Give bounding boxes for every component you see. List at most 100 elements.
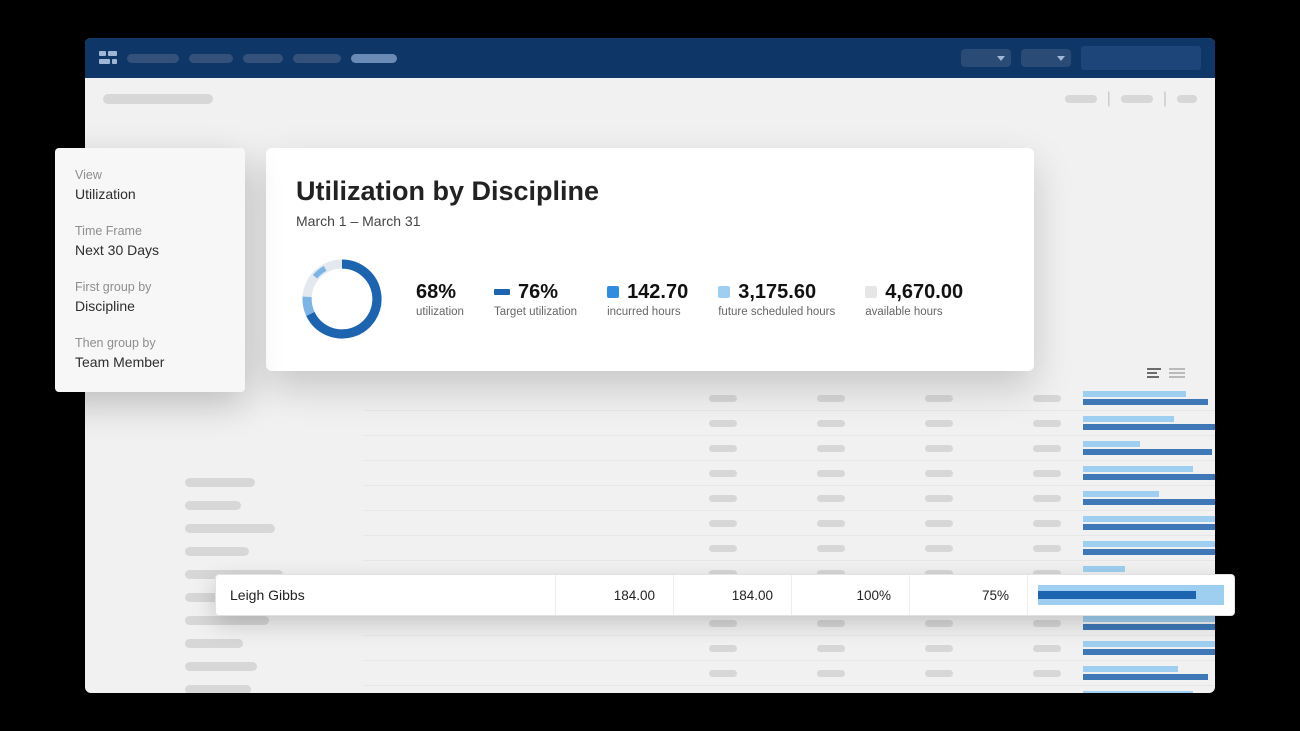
setting-view[interactable]: View Utilization	[75, 168, 225, 202]
row-bar-chart	[1083, 441, 1215, 455]
sidebar-item-placeholder[interactable]	[185, 524, 275, 533]
row-value-placeholder	[925, 470, 953, 477]
bar-view-icon[interactable]	[1147, 366, 1163, 378]
setting-value: Discipline	[75, 298, 225, 314]
action-placeholder[interactable]	[1065, 95, 1097, 103]
row-value-placeholder	[817, 395, 845, 402]
report-settings-panel: View Utilization Time Frame Next 30 Days…	[55, 148, 245, 392]
row-value-placeholder	[709, 520, 737, 527]
report-date-range: March 1 – March 31	[296, 213, 1004, 229]
sidebar-item-placeholder[interactable]	[185, 501, 241, 510]
row-value-placeholder	[1033, 645, 1061, 652]
setting-then-group[interactable]: Then group by Team Member	[75, 336, 225, 370]
metric-label: available hours	[865, 306, 963, 318]
row-value-placeholder	[709, 670, 737, 677]
table-row[interactable]	[363, 661, 1215, 686]
metric-value: 3,175.60	[718, 281, 835, 303]
row-value-placeholder	[817, 620, 845, 627]
action-placeholder[interactable]	[1121, 95, 1153, 103]
utilization-donut-chart	[296, 253, 388, 345]
metric-0: 68%utilization	[416, 281, 464, 318]
sidebar-item-placeholder[interactable]	[185, 685, 251, 693]
setting-value: Utilization	[75, 186, 225, 202]
row-value-placeholder	[709, 470, 737, 477]
app-logo-icon	[99, 51, 117, 65]
metric-label: utilization	[416, 306, 464, 318]
row-value-placeholder	[817, 545, 845, 552]
nav-item-active[interactable]	[351, 54, 397, 63]
row-value-placeholder	[709, 495, 737, 502]
row-bar-chart	[1083, 491, 1215, 505]
row-bar-chart	[1083, 416, 1215, 430]
metric-4: 4,670.00available hours	[865, 281, 963, 318]
nav-item[interactable]	[293, 54, 341, 63]
topbar-dropdown[interactable]	[1021, 49, 1071, 67]
sidebar-item-placeholder[interactable]	[185, 478, 255, 487]
sidebar-item-placeholder[interactable]	[185, 662, 257, 671]
table-row[interactable]	[363, 486, 1215, 511]
row-value-placeholder	[817, 520, 845, 527]
nav-item[interactable]	[127, 54, 179, 63]
row-value-placeholder	[709, 620, 737, 627]
metric-label: incurred hours	[607, 306, 688, 318]
row-value-placeholder	[925, 445, 953, 452]
row-value-placeholder	[925, 645, 953, 652]
row-bar-chart	[1083, 516, 1215, 530]
row-value-placeholder	[925, 545, 953, 552]
row-value-placeholder	[1033, 420, 1061, 427]
page-subheader: | |	[85, 78, 1215, 120]
setting-label: View	[75, 168, 225, 182]
setting-first-group[interactable]: First group by Discipline	[75, 280, 225, 314]
metric-1: 76%Target utilization	[494, 281, 577, 318]
sidebar-item-placeholder[interactable]	[185, 616, 269, 625]
row-value-placeholder	[709, 420, 737, 427]
table-row[interactable]	[363, 536, 1215, 561]
row-bar-chart	[1083, 616, 1215, 630]
action-placeholder[interactable]	[1177, 95, 1197, 103]
row-value-placeholder	[925, 620, 953, 627]
row-value-placeholder	[817, 445, 845, 452]
member-col4: 75%	[910, 575, 1028, 615]
table-row[interactable]	[363, 411, 1215, 436]
setting-value: Next 30 Days	[75, 242, 225, 258]
metric-label: Target utilization	[494, 306, 577, 318]
table-row[interactable]	[363, 461, 1215, 486]
row-value-placeholder	[817, 420, 845, 427]
member-col1: 184.00	[556, 575, 674, 615]
row-value-placeholder	[709, 545, 737, 552]
table-row[interactable]	[363, 386, 1215, 411]
row-bar-chart	[1083, 391, 1215, 405]
metric-swatch	[865, 286, 877, 298]
report-title: Utilization by Discipline	[296, 176, 1004, 207]
row-value-placeholder	[1033, 670, 1061, 677]
row-value-placeholder	[1033, 620, 1061, 627]
row-value-placeholder	[925, 420, 953, 427]
row-value-placeholder	[1033, 495, 1061, 502]
sidebar-item-placeholder[interactable]	[185, 639, 243, 648]
list-view-icon[interactable]	[1169, 366, 1185, 378]
row-value-placeholder	[1033, 545, 1061, 552]
setting-timeframe[interactable]: Time Frame Next 30 Days	[75, 224, 225, 258]
nav-item[interactable]	[243, 54, 283, 63]
topbar-dropdown[interactable]	[961, 49, 1011, 67]
member-col2: 184.00	[674, 575, 792, 615]
setting-label: First group by	[75, 280, 225, 294]
row-value-placeholder	[1033, 445, 1061, 452]
row-value-placeholder	[1033, 395, 1061, 402]
view-toggle	[1147, 366, 1185, 378]
row-bar-chart	[1083, 691, 1215, 693]
table-row[interactable]	[363, 511, 1215, 536]
metric-3: 3,175.60 future scheduled hours	[718, 281, 835, 318]
row-value-placeholder	[925, 670, 953, 677]
table-row[interactable]	[363, 636, 1215, 661]
row-value-placeholder	[1033, 520, 1061, 527]
row-value-placeholder	[817, 495, 845, 502]
search-input[interactable]	[1081, 46, 1201, 70]
highlighted-team-member-row[interactable]: Leigh Gibbs 184.00 184.00 100% 75%	[215, 574, 1235, 616]
row-bar-chart	[1083, 541, 1215, 555]
table-row[interactable]	[363, 436, 1215, 461]
table-row[interactable]	[363, 686, 1215, 693]
sidebar-item-placeholder[interactable]	[185, 547, 249, 556]
metric-label: future scheduled hours	[718, 306, 835, 318]
nav-item[interactable]	[189, 54, 233, 63]
